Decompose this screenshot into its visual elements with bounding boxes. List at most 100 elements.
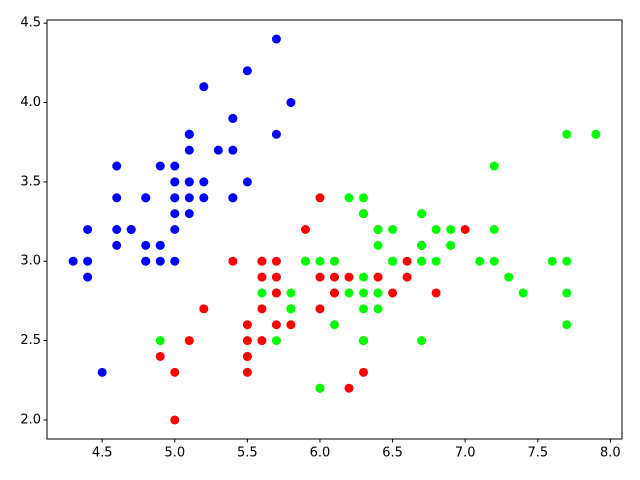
point xyxy=(271,272,281,282)
point xyxy=(489,225,499,234)
point xyxy=(417,336,427,346)
point xyxy=(359,272,369,282)
x-tick-label: 6.5 xyxy=(382,446,403,461)
y-tick-label: 2.5 xyxy=(20,333,41,348)
point xyxy=(344,288,354,298)
point xyxy=(359,304,369,314)
point xyxy=(184,129,194,139)
point xyxy=(271,320,281,330)
point xyxy=(184,336,194,346)
point xyxy=(126,225,136,234)
point xyxy=(271,129,281,139)
x-tick-label: 6.0 xyxy=(310,446,331,461)
point xyxy=(286,320,296,330)
point xyxy=(373,304,383,314)
point xyxy=(257,304,267,314)
point xyxy=(184,209,194,219)
point xyxy=(417,256,427,266)
x-tick-label: 7.5 xyxy=(527,446,548,461)
point xyxy=(431,225,441,234)
point xyxy=(330,288,339,298)
point xyxy=(228,256,238,266)
point xyxy=(271,336,281,346)
point xyxy=(257,272,267,282)
point xyxy=(518,288,528,298)
point xyxy=(344,193,354,203)
point xyxy=(359,193,369,203)
point xyxy=(199,82,209,92)
x-tick-label: 4.5 xyxy=(92,446,113,461)
point xyxy=(271,34,281,44)
point xyxy=(112,225,122,234)
point xyxy=(228,193,238,203)
x-tick-label: 5.5 xyxy=(237,446,258,461)
point xyxy=(257,336,267,346)
point xyxy=(170,415,180,425)
point xyxy=(271,256,281,266)
point xyxy=(359,209,369,219)
point xyxy=(373,225,383,234)
point xyxy=(242,320,252,330)
point xyxy=(97,367,107,377)
point xyxy=(431,256,441,266)
point xyxy=(475,256,485,266)
point xyxy=(562,288,572,298)
point xyxy=(242,367,252,377)
point xyxy=(286,288,296,298)
point xyxy=(489,161,499,171)
point xyxy=(330,320,339,330)
point xyxy=(242,66,252,76)
point xyxy=(402,272,412,282)
point xyxy=(504,272,514,282)
point xyxy=(373,272,383,282)
point xyxy=(170,225,180,234)
point xyxy=(112,193,122,203)
point xyxy=(170,256,180,266)
point xyxy=(199,177,209,187)
x-tick-label: 5.0 xyxy=(164,446,185,461)
point xyxy=(373,288,383,298)
point xyxy=(562,129,572,139)
point xyxy=(388,256,398,266)
point xyxy=(155,336,165,346)
point xyxy=(489,256,499,266)
point xyxy=(68,256,78,266)
y-tick-label: 4.0 xyxy=(20,95,41,110)
point xyxy=(184,177,194,187)
point xyxy=(242,177,252,187)
point xyxy=(344,272,354,282)
point xyxy=(431,288,441,298)
point xyxy=(388,225,398,234)
point xyxy=(315,304,325,314)
point xyxy=(155,351,165,361)
point xyxy=(242,336,252,346)
point xyxy=(591,129,601,139)
point xyxy=(359,288,369,298)
y-tick-label: 3.5 xyxy=(20,174,41,189)
point xyxy=(141,193,151,203)
point xyxy=(417,209,427,219)
point xyxy=(170,367,180,377)
point xyxy=(170,177,180,187)
point xyxy=(300,256,310,266)
point xyxy=(359,336,369,346)
point xyxy=(257,256,267,266)
point xyxy=(199,193,209,203)
point xyxy=(170,161,180,171)
point xyxy=(83,225,93,234)
point xyxy=(141,256,151,266)
point xyxy=(112,161,122,171)
point xyxy=(446,240,456,250)
point xyxy=(228,113,238,123)
point xyxy=(184,145,194,155)
point xyxy=(184,193,194,203)
point xyxy=(562,320,572,330)
point xyxy=(315,193,325,203)
point xyxy=(315,256,325,266)
point xyxy=(344,383,354,393)
point xyxy=(359,367,369,377)
point xyxy=(388,288,398,298)
point xyxy=(315,383,325,393)
point xyxy=(155,240,165,250)
